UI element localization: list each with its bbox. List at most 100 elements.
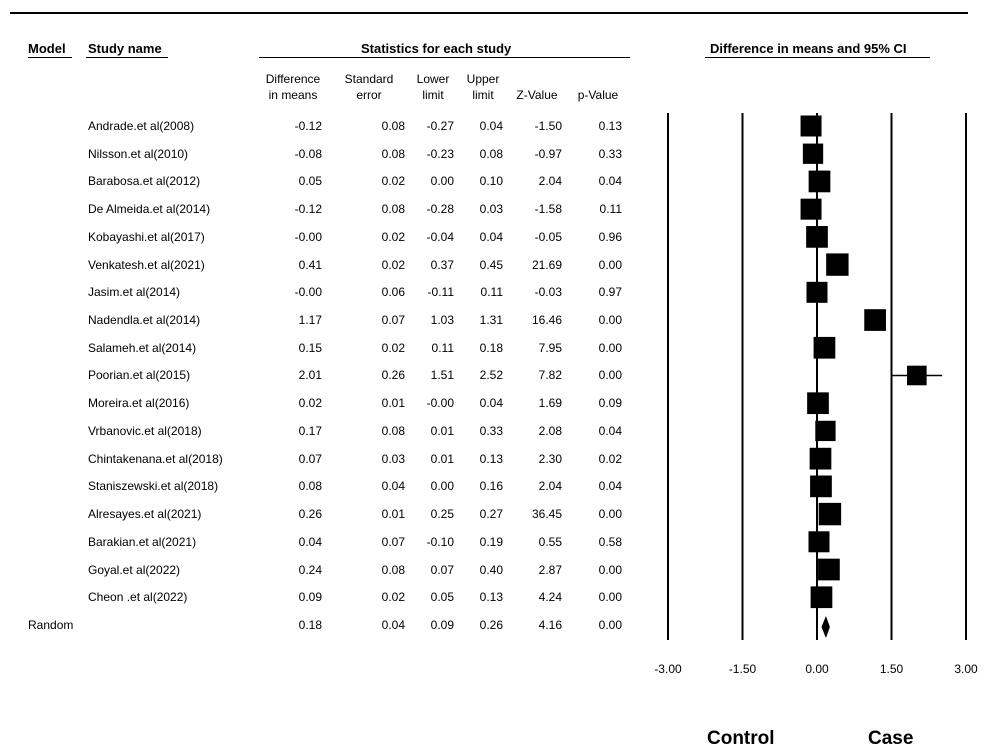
study-upper: 0.13: [479, 590, 503, 605]
study-upper: 0.45: [479, 257, 503, 272]
study-p: 0.00: [598, 340, 622, 355]
column-header-line1: Upper: [466, 72, 500, 86]
study-upper: 0.19: [479, 534, 503, 549]
study-p: 0.00: [598, 368, 622, 383]
study-z: -0.03: [534, 285, 562, 300]
study-marker: [808, 170, 831, 193]
study-marker: [808, 531, 830, 553]
column-header-diff: Difference in means: [253, 71, 333, 103]
study-lower: -0.28: [426, 202, 454, 217]
study-diff: -0.00: [294, 285, 322, 300]
study-name: Barabosa.et al(2012): [88, 174, 201, 189]
summary-lower: 0.09: [430, 618, 454, 632]
study-name: Staniszewski.et al(2018): [88, 479, 219, 494]
column-header-lower: Lower limit: [393, 71, 473, 103]
study-marker: [864, 309, 886, 331]
study-marker: [809, 447, 832, 470]
study-p: 0.33: [598, 146, 622, 161]
case-label: Case: [868, 728, 914, 749]
study-upper: 0.04: [479, 119, 503, 133]
study-diff: 0.09: [298, 590, 322, 605]
study-se: 0.08: [381, 562, 405, 577]
study-z: 2.30: [538, 451, 562, 466]
column-header-upper: Upper limit: [443, 71, 523, 103]
study-diff: 1.17: [298, 313, 322, 328]
study-marker: [815, 420, 836, 442]
x-tick-label: 3.00: [954, 662, 978, 676]
study-marker: [802, 143, 824, 164]
study-se: 0.08: [381, 146, 405, 161]
study-z: 2.04: [538, 479, 562, 494]
x-tick-label: -1.50: [728, 662, 757, 676]
top-rule: [10, 12, 968, 14]
study-lower: 1.03: [430, 313, 454, 328]
study-name-header: Study name: [88, 41, 162, 56]
study-se: 0.08: [381, 119, 405, 133]
study-name: De Almeida.et al(2014): [88, 202, 211, 217]
study-p: 0.09: [598, 396, 622, 411]
column-header-p: p-Value: [558, 71, 638, 103]
study-name: Jasim.et al(2014): [88, 285, 181, 300]
study-se: 0.08: [381, 202, 405, 217]
study-diff: 0.04: [298, 534, 322, 549]
control-label: Control: [707, 728, 775, 749]
study-lower: 0.37: [430, 257, 454, 272]
study-upper: 0.33: [479, 423, 503, 438]
study-se: 0.04: [381, 479, 405, 494]
summary-p: 0.00: [598, 618, 622, 632]
study-marker: [800, 198, 822, 220]
study-name: Andrade.et al(2008): [88, 119, 195, 133]
ci-header-underline: [705, 57, 930, 58]
study-lower: 0.01: [430, 423, 454, 438]
study-upper: 0.04: [479, 396, 503, 411]
study-lower: -0.10: [426, 534, 454, 549]
study-upper: 1.31: [479, 313, 503, 328]
study-lower: -0.27: [426, 119, 454, 133]
study-diff: 0.26: [298, 507, 322, 522]
study-name: Salameh.et al(2014): [88, 340, 197, 355]
study-z: 1.69: [538, 396, 562, 411]
study-lower: -0.04: [426, 229, 454, 244]
study-lower: 0.05: [430, 590, 454, 605]
summary-se: 0.04: [381, 618, 405, 632]
study-diff: 0.07: [298, 451, 322, 466]
column-header-line2: Z-Value: [516, 88, 558, 102]
study-diff: 0.24: [298, 562, 322, 577]
study-diff: 0.02: [298, 396, 322, 411]
study-name: Vrbanovic.et al(2018): [88, 423, 202, 438]
study-lower: -0.23: [426, 146, 454, 161]
column-header-line1: Lower: [416, 72, 450, 86]
study-name: Poorian.et al(2015): [88, 368, 191, 383]
study-marker: [807, 392, 829, 415]
study-diff: -0.12: [294, 202, 322, 217]
column-header-line2: in means: [268, 88, 318, 102]
column-header-line2: p-Value: [577, 88, 619, 102]
study-diff: 0.17: [298, 423, 322, 438]
study-name: Nilsson.et al(2010): [88, 146, 189, 161]
study-diff: 0.15: [298, 340, 322, 355]
study-name-header-underline: [86, 57, 168, 58]
statistics-header-underline: [259, 57, 630, 58]
study-z: 0.55: [538, 534, 562, 549]
study-p: 0.13: [598, 119, 622, 133]
study-se: 0.02: [381, 590, 405, 605]
study-lower: -0.11: [427, 285, 454, 300]
study-se: 0.07: [381, 313, 405, 328]
study-diff: -0.00: [294, 229, 322, 244]
study-lower: 0.11: [431, 340, 454, 355]
study-p: 0.00: [598, 257, 622, 272]
study-name: Cheon .et al(2022): [88, 590, 188, 605]
model-header: Model: [28, 41, 66, 56]
study-p: 0.11: [599, 202, 622, 217]
study-p: 0.00: [598, 590, 622, 605]
study-z: -1.50: [534, 119, 562, 133]
study-p: 0.02: [598, 451, 622, 466]
study-z: 2.08: [538, 423, 562, 438]
study-diff: 0.41: [298, 257, 322, 272]
study-se: 0.01: [381, 396, 405, 411]
study-se: 0.08: [381, 423, 405, 438]
study-p: 0.97: [598, 285, 622, 300]
study-upper: 0.13: [479, 451, 503, 466]
